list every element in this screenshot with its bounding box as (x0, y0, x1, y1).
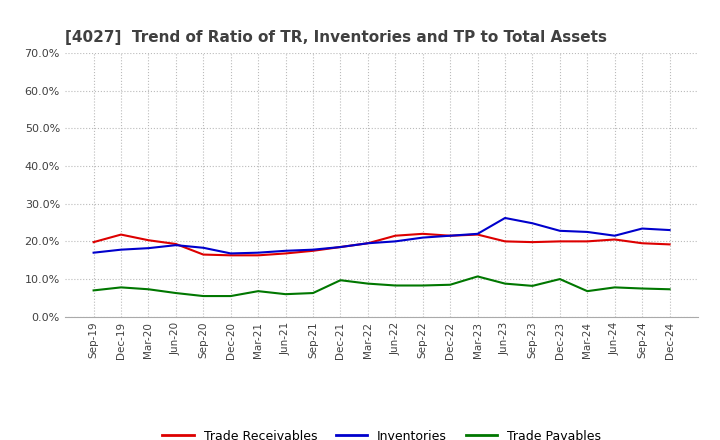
Trade Receivables (500, 239, 509, 244)
Inventories (171, 242, 180, 248)
Trade Payables (391, 283, 400, 288)
Trade Payables (611, 285, 619, 290)
Inventories (638, 226, 647, 231)
Inventories (336, 244, 345, 249)
Inventories (418, 235, 427, 240)
Trade Payables (171, 290, 180, 296)
Trade Receivables (446, 233, 454, 238)
Trade Payables (473, 274, 482, 279)
Line: Inventories: Inventories (94, 218, 670, 253)
Trade Payables (665, 286, 674, 292)
Trade Payables (364, 281, 372, 286)
Inventories (473, 231, 482, 236)
Trade Payables (254, 289, 263, 294)
Trade Receivables (665, 242, 674, 247)
Trade Receivables (528, 239, 537, 245)
Trade Payables (446, 282, 454, 287)
Inventories (144, 246, 153, 251)
Trade Payables (226, 293, 235, 299)
Trade Payables (418, 283, 427, 288)
Trade Receivables (391, 233, 400, 238)
Inventories (528, 220, 537, 226)
Trade Receivables (171, 242, 180, 247)
Inventories (556, 228, 564, 234)
Legend: Trade Receivables, Inventories, Trade Payables: Trade Receivables, Inventories, Trade Pa… (157, 425, 606, 440)
Trade Payables (583, 289, 592, 294)
Trade Receivables (282, 251, 290, 256)
Trade Payables (638, 286, 647, 291)
Inventories (199, 245, 207, 250)
Trade Payables (336, 278, 345, 283)
Trade Receivables (309, 248, 318, 253)
Trade Payables (309, 290, 318, 296)
Line: Trade Receivables: Trade Receivables (94, 234, 670, 255)
Inventories (611, 233, 619, 238)
Inventories (254, 250, 263, 255)
Line: Trade Payables: Trade Payables (94, 276, 670, 296)
Trade Payables (500, 281, 509, 286)
Trade Receivables (199, 252, 207, 257)
Trade Receivables (144, 238, 153, 243)
Text: [4027]  Trend of Ratio of TR, Inventories and TP to Total Assets: [4027] Trend of Ratio of TR, Inventories… (65, 29, 607, 45)
Trade Payables (89, 288, 98, 293)
Trade Receivables (638, 241, 647, 246)
Trade Receivables (583, 239, 592, 244)
Trade Payables (282, 292, 290, 297)
Inventories (226, 251, 235, 256)
Trade Payables (556, 276, 564, 282)
Inventories (665, 227, 674, 233)
Inventories (309, 247, 318, 252)
Trade Receivables (336, 244, 345, 249)
Trade Payables (144, 286, 153, 292)
Inventories (364, 241, 372, 246)
Inventories (117, 247, 125, 252)
Trade Receivables (226, 253, 235, 258)
Trade Receivables (611, 237, 619, 242)
Inventories (446, 233, 454, 238)
Inventories (500, 215, 509, 220)
Trade Receivables (364, 241, 372, 246)
Inventories (583, 229, 592, 235)
Inventories (391, 239, 400, 244)
Trade Receivables (418, 231, 427, 236)
Trade Receivables (254, 253, 263, 258)
Trade Receivables (89, 239, 98, 245)
Trade Receivables (117, 232, 125, 237)
Inventories (89, 250, 98, 255)
Trade Payables (528, 283, 537, 289)
Inventories (282, 248, 290, 253)
Trade Payables (117, 285, 125, 290)
Trade Receivables (556, 239, 564, 244)
Trade Receivables (473, 232, 482, 237)
Trade Payables (199, 293, 207, 299)
